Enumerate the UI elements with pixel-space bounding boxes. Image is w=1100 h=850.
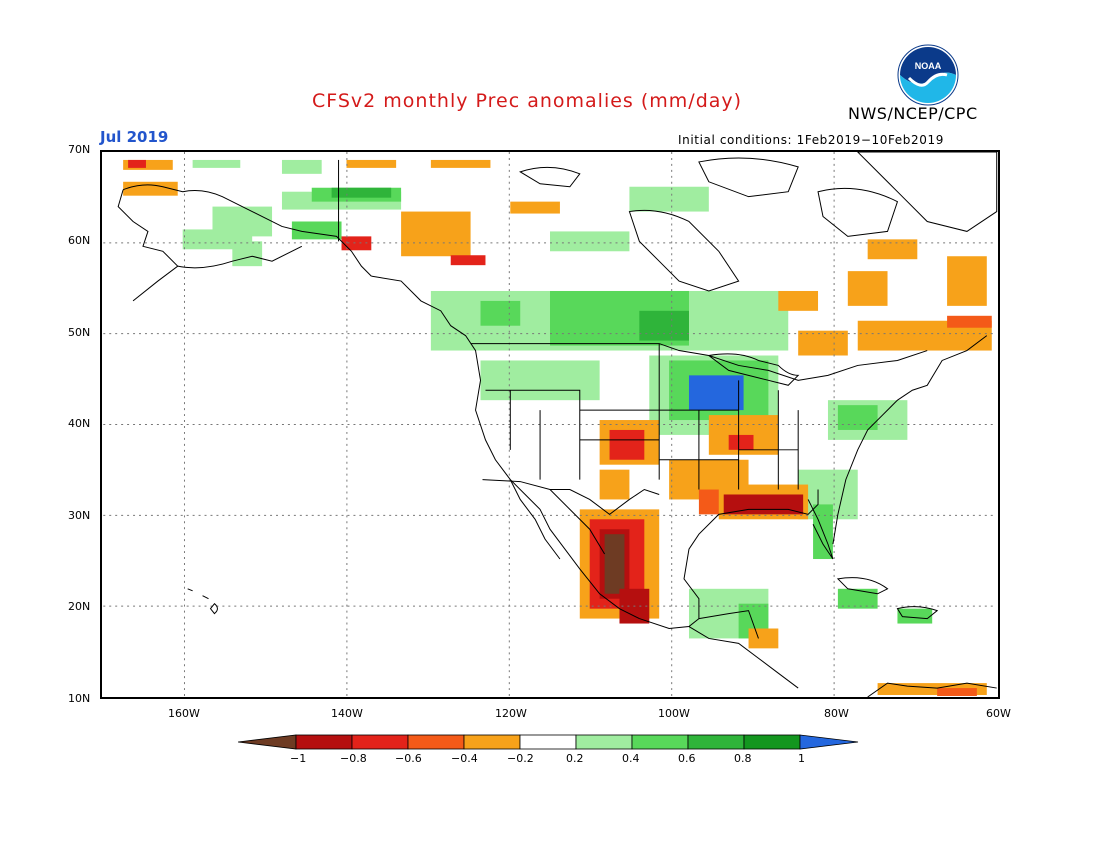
anomaly-patch — [346, 159, 397, 168]
anomaly-patch — [604, 534, 625, 594]
anomaly-patch — [192, 159, 241, 168]
colorbar-label: −0.8 — [340, 752, 367, 765]
colorbar-label: 0.6 — [678, 752, 696, 765]
anomaly-patch — [847, 271, 888, 306]
lon-label: 140W — [331, 707, 363, 720]
anomaly-patch — [728, 434, 754, 450]
colorbar-label: 0.2 — [566, 752, 584, 765]
anomaly-patch — [778, 290, 819, 311]
colorbar-segment — [631, 734, 689, 750]
colorbar-arrow-left — [238, 734, 297, 750]
forecast-month: Jul 2019 — [100, 128, 169, 146]
anomaly-patch — [867, 239, 918, 260]
anomaly-patch — [837, 588, 878, 609]
colorbar — [238, 734, 859, 750]
anomaly-patch — [599, 469, 630, 500]
noaa-logo: NOAA — [897, 44, 959, 106]
precip-anomaly-map — [103, 152, 998, 697]
lon-label: 100W — [658, 707, 690, 720]
anomaly-patches — [123, 159, 992, 697]
map-frame — [100, 150, 1000, 699]
colorbar-segment — [351, 734, 409, 750]
anomaly-patch — [331, 187, 392, 198]
anomaly-patch — [639, 310, 689, 341]
colorbar-segment — [743, 734, 801, 750]
colorbar-label: 0.4 — [622, 752, 640, 765]
anomaly-patch — [748, 628, 779, 649]
colorbar-arrow-right — [799, 734, 859, 750]
colorbar-label: −1 — [290, 752, 307, 765]
svg-text:NOAA: NOAA — [915, 61, 942, 71]
org-label: NWS/NCEP/CPC — [848, 104, 978, 123]
colorbar-segment — [463, 734, 521, 750]
anomaly-patch — [450, 255, 486, 266]
lon-label: 120W — [495, 707, 527, 720]
anomaly-patch — [688, 375, 744, 411]
lat-label: 60N — [68, 234, 91, 247]
anomaly-patch — [550, 231, 630, 252]
chart-title: CFSv2 monthly Prec anomalies (mm/day) — [312, 90, 743, 112]
lat-label: 40N — [68, 417, 91, 430]
anomaly-patch — [401, 211, 471, 257]
colorbar-segment — [575, 734, 633, 750]
anomaly-patch — [877, 683, 987, 696]
lat-label: 20N — [68, 600, 91, 613]
anomaly-patch — [123, 181, 178, 196]
coastlines — [117, 152, 998, 697]
initial-conditions: Initial conditions: 1Feb2019−10Feb2019 — [678, 133, 944, 147]
anomaly-patch — [480, 300, 521, 326]
anomaly-patch — [609, 429, 645, 460]
colorbar-label: −0.2 — [507, 752, 534, 765]
anomaly-patch — [430, 159, 491, 168]
anomaly-patch — [798, 330, 848, 356]
anomaly-patch — [232, 241, 263, 267]
anomaly-patch — [837, 405, 878, 430]
anomaly-patch — [629, 186, 709, 212]
lat-label: 10N — [68, 692, 91, 705]
colorbar-label: 0.8 — [734, 752, 752, 765]
anomaly-patch — [947, 315, 992, 328]
anomaly-patch — [947, 256, 987, 306]
anomaly-patch — [510, 201, 560, 214]
colorbar-segment — [687, 734, 745, 750]
colorbar-segment — [295, 734, 353, 750]
anomaly-patch — [897, 608, 933, 624]
anomaly-patch — [281, 159, 322, 174]
lon-label: 60W — [986, 707, 1011, 720]
anomaly-patch — [937, 688, 977, 697]
lat-label: 50N — [68, 326, 91, 339]
colorbar-segment — [519, 734, 577, 750]
graticule — [103, 152, 997, 697]
lon-label: 80W — [824, 707, 849, 720]
anomaly-patch — [128, 159, 146, 168]
colorbar-label: −0.6 — [395, 752, 422, 765]
anomaly-patch — [341, 236, 372, 251]
anomaly-patch — [480, 360, 600, 401]
lat-label: 30N — [68, 509, 91, 522]
lat-label: 70N — [68, 143, 91, 156]
colorbar-label: −0.4 — [451, 752, 478, 765]
colorbar-segment — [407, 734, 465, 750]
colorbar-label: 1 — [798, 752, 805, 765]
lon-label: 160W — [168, 707, 200, 720]
anomaly-patch — [123, 159, 173, 170]
